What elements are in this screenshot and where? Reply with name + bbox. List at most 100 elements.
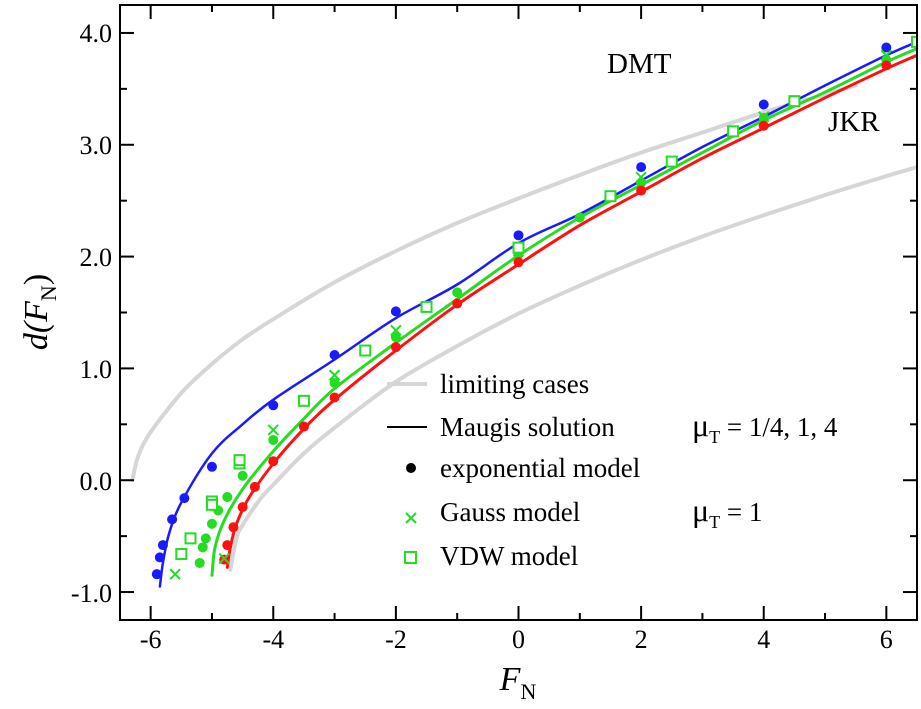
point-exponential-model-mu-1-6 [237,470,248,481]
point-exponential-model-mu-1-4-4 [179,493,190,504]
point-gauss-model-3 [328,369,341,381]
point-exponential-model-mu-4-6 [298,421,309,432]
point-vdw-model-14 [911,35,917,48]
point-gauss-model-4 [390,324,402,337]
y-tick-label-4: 3.0 [80,131,113,160]
point-exponential-model-mu-1-9 [390,332,401,343]
legend-label-vdw: VDW model [440,541,578,571]
point-exponential-model-mu-1-4-2 [157,540,168,551]
y-tick-label-2: 1.0 [80,355,113,384]
point-exponential-model-mu-1-4-1 [154,552,165,563]
point-vdw-model-3 [205,498,218,511]
point-exponential-model-mu-4-11 [636,185,647,196]
curve-maugis-mu-1 [210,47,917,577]
point-exponential-model-mu-4-13 [881,60,892,71]
x-axis-title-main: F [499,661,522,698]
x-tick-label-3: 0 [512,625,525,654]
y-axis-title-sub: N [36,285,61,301]
curve-maugis-mu-4 [225,53,917,569]
ticks-layer [120,5,917,620]
y-tick-label-0: -1.0 [71,579,112,608]
point-gauss-model-8 [880,49,893,62]
point-exponential-model-mu-1-2 [200,533,211,544]
point-gauss-model-6 [635,171,647,183]
point-gauss-model-7 [758,111,770,123]
point-exponential-model-mu-4-5 [268,456,279,467]
point-exponential-model-mu-4-10 [513,257,524,268]
legend-label-maugis: Maugis solution [440,412,615,442]
curve-dmt [130,83,858,483]
point-exponential-model-mu-1-4-10 [636,162,647,173]
point-exponential-model-mu-1-7 [268,434,279,445]
point-exponential-model-mu-1-4-3 [167,514,178,525]
point-exponential-model-mu-1-1 [197,542,208,553]
y-tick-labels: -1.0 0.0 1.0 2.0 3.0 4.0 [71,19,112,608]
y-axis-title: d(FN) [18,274,61,350]
point-exponential-model-mu-1-8 [329,377,340,388]
point-exponential-model-mu-1-4-6 [268,400,279,411]
point-exponential-model-mu-4-1 [222,540,233,551]
legend-label-gauss: Gauss model [440,497,580,527]
x-tick-label-0: -6 [140,625,162,654]
curves-layer [130,40,917,588]
point-exponential-model-mu-4-7 [329,392,340,403]
x-tick-label-1: -4 [262,625,284,654]
markers-layer [151,35,917,580]
annotation-dmt: DMT [607,48,672,80]
point-exponential-model-mu-1-12 [574,212,585,223]
legend-note-mu-all: μT = 1/4, 1, 4 [692,407,838,447]
point-vdw-model-0 [175,548,188,561]
legend: limiting cases Maugis solution μT = 1/4,… [387,369,838,571]
point-vdw-model-6 [297,394,310,407]
point-exponential-model-mu-1-4-5 [206,461,217,472]
y-axis-title-pre: d( [18,319,55,350]
point-vdw-model-10 [604,190,617,203]
legend-note-mu-one: μT = 1 [692,492,762,532]
point-exponential-model-mu-1-4-12 [881,42,892,53]
point-exponential-model-mu-4-8 [390,342,401,353]
legend-swatch-exponential [406,463,416,473]
x-tick-labels: -6 -4 -2 0 2 4 6 [140,625,893,654]
point-vdw-model-7 [359,344,372,357]
annotation-jkr: JKR [828,106,880,138]
y-tick-label-5: 4.0 [80,19,113,48]
point-exponential-model-mu-1-4-7 [329,349,340,360]
point-vdw-model-5 [233,454,246,467]
x-tick-label-4: 2 [635,625,648,654]
point-exponential-model-mu-4-12 [758,120,769,131]
legend-swatch-gauss [405,512,417,524]
y-tick-label-1: 0.0 [80,467,113,496]
point-exponential-model-mu-1-3 [206,518,217,529]
point-gauss-model-2 [267,424,279,436]
point-vdw-model-8 [420,300,433,313]
legend-label-exponential: exponential model [440,453,640,483]
point-vdw-model-11 [665,155,678,168]
point-vdw-model-13 [788,95,801,108]
y-axis-title-main: F [18,300,55,323]
point-exponential-model-mu-4-9 [452,298,463,309]
point-exponential-model-mu-1-0 [194,557,205,568]
point-exponential-model-mu-1-4-8 [390,306,401,317]
y-tick-label-3: 2.0 [80,243,113,272]
point-exponential-model-mu-1-10 [452,287,463,298]
legend-swatch-vdw [404,551,417,564]
point-exponential-model-mu-4-4 [249,481,260,492]
point-exponential-model-mu-1-4-0 [151,569,162,580]
point-exponential-model-mu-4-3 [237,502,248,513]
point-gauss-model-1 [218,552,230,565]
x-tick-label-6: 6 [880,625,893,654]
point-exponential-model-mu-1-4-9 [513,230,524,241]
curve-jkr [228,165,917,572]
point-vdw-model-12 [727,125,740,138]
y-axis-title-post: ) [18,274,55,285]
x-tick-label-5: 4 [757,625,770,654]
curve-maugis-mu-1-4 [158,40,917,588]
point-exponential-model-mu-4-2 [228,522,239,533]
point-vdw-model-9 [512,241,525,254]
point-exponential-model-mu-1-4-11 [758,99,769,110]
x-axis-title-sub: N [520,679,536,704]
point-exponential-model-mu-1-5 [222,492,233,502]
point-vdw-model-1 [184,532,197,545]
point-gauss-model-0 [169,568,181,580]
